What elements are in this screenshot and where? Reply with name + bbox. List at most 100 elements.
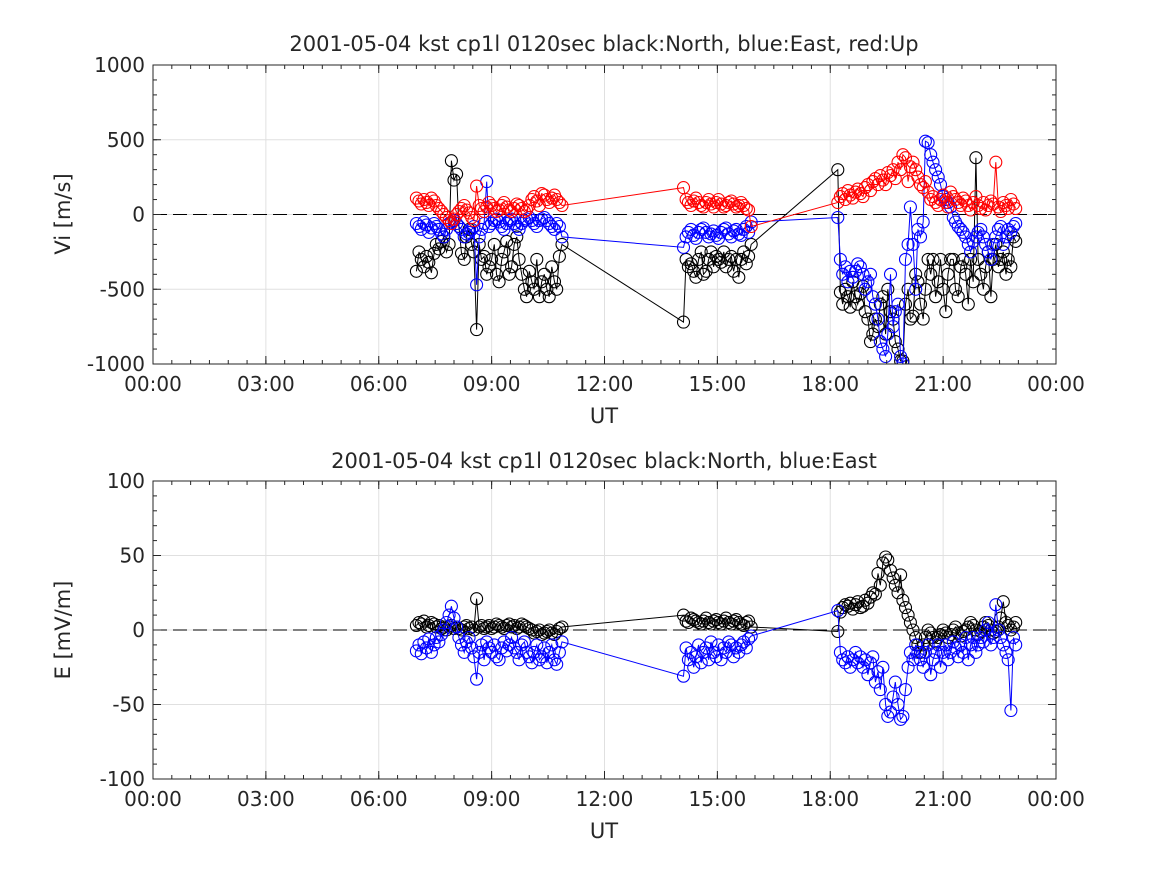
vi-north-point	[926, 252, 940, 266]
vi-up-point	[687, 194, 701, 208]
vi-north-point	[876, 290, 890, 304]
vi-up-point	[692, 195, 706, 210]
vi-east-point	[724, 230, 738, 244]
e-north-point	[984, 623, 998, 637]
e-x-tick-label: 00:00	[124, 787, 182, 811]
e-x-tick-label: 06:00	[350, 787, 408, 811]
vi-x-tick-label: 15:00	[689, 372, 747, 396]
e-east-point	[739, 641, 753, 655]
e-north-point	[906, 623, 920, 637]
e-north-point	[495, 620, 509, 634]
vi-north-point	[419, 249, 434, 263]
vi-east-point	[552, 219, 566, 234]
e-north-point	[931, 630, 945, 645]
vi-north-point	[676, 315, 691, 329]
e-north-point	[422, 618, 436, 633]
e-east-point	[676, 669, 691, 683]
vi-north-point	[450, 167, 464, 181]
vi-up-point	[896, 148, 910, 162]
e-east-point	[419, 641, 434, 655]
e-east-point	[555, 635, 569, 649]
vi-north-point	[734, 252, 748, 266]
vi-east-point	[886, 320, 900, 334]
vi-east-point	[472, 230, 486, 244]
vi-north-point	[694, 245, 708, 259]
vi-up-point	[500, 200, 514, 214]
e-north-point	[888, 578, 902, 592]
vi-up-point	[921, 185, 935, 199]
e-east-point	[530, 638, 544, 652]
e-chart-title: 2001-05-04 kst cp1l 0120sec black:North,…	[331, 449, 877, 473]
vi-x-tick-label: 09:00	[463, 372, 521, 396]
vi-up-point	[470, 179, 484, 193]
e-east-point	[480, 635, 494, 649]
e-north-point	[894, 568, 908, 582]
vi-east-point	[931, 170, 945, 184]
e-y-tick-label: 50	[120, 544, 145, 568]
vi-north-point	[974, 267, 988, 281]
vi-north-point	[470, 323, 484, 337]
vi-east-point	[991, 222, 1005, 236]
vi-up-point	[545, 191, 559, 205]
e-east-point	[1006, 630, 1021, 645]
e-east-point	[969, 645, 983, 659]
e-north-point	[996, 595, 1010, 609]
e-east-point	[517, 635, 531, 649]
vi-north-point	[956, 252, 970, 266]
vi-y-tick-label: -500	[100, 277, 145, 301]
e-east-point	[896, 709, 910, 723]
vi-east-point	[959, 230, 973, 244]
e-north-point	[470, 592, 484, 606]
vi-x-tick-label: 06:00	[350, 372, 408, 396]
vi-up-point	[916, 181, 930, 195]
e-east-point	[500, 644, 514, 658]
vi-north-point	[520, 290, 534, 304]
vi-north-point	[873, 297, 887, 311]
vi-east-point	[994, 219, 1008, 234]
e-north-point	[417, 614, 431, 628]
vi-east-line	[416, 140, 1017, 364]
vi-north-point	[480, 267, 494, 281]
e-north-point	[522, 621, 536, 636]
vi-east-point	[555, 230, 569, 244]
e-east-point	[876, 660, 890, 674]
vi-east-point	[470, 278, 484, 292]
vi-north-point	[489, 267, 504, 281]
e-north-point	[881, 553, 895, 567]
e-north-point	[439, 623, 454, 637]
vi-east-point	[863, 267, 878, 281]
vi-east-point	[848, 264, 863, 278]
vi-north-point	[689, 270, 703, 284]
vi-east-point	[704, 227, 718, 241]
vi-up-point	[909, 163, 923, 177]
e-tick-labels: 00:00 03:00 06:00 09:00 12:00 15:00 18:00 21:00…	[100, 469, 1085, 811]
vi-north-point	[492, 275, 506, 289]
e-east-point	[727, 650, 741, 664]
vi-up-point	[699, 195, 713, 210]
e-series-group	[409, 550, 1023, 726]
e-north-point	[540, 624, 554, 639]
vi-up-point	[911, 170, 925, 184]
vi-east-point	[981, 245, 995, 259]
vi-up-point	[951, 195, 965, 210]
vi-north-point	[954, 260, 968, 274]
e-east-point	[999, 645, 1013, 659]
vi-north-point	[550, 282, 564, 296]
e-east-point	[477, 653, 491, 667]
vi-east-point	[535, 212, 549, 226]
vi-north-point	[881, 282, 895, 296]
vi-axes-box	[152, 64, 1057, 365]
vi-up-point	[540, 192, 554, 207]
e-y-tick-label: 0	[132, 618, 145, 642]
vi-north-point	[999, 267, 1013, 281]
vi-east-point	[954, 222, 968, 236]
e-east-point	[918, 645, 932, 659]
vi-east-point	[550, 216, 564, 231]
e-y-tick-label: 100	[107, 469, 145, 493]
vi-north-point	[838, 282, 852, 296]
vi-x-tick-label: 21:00	[914, 372, 972, 396]
vi-up-point	[737, 198, 751, 213]
e-x-tick-label: 03:00	[237, 787, 295, 811]
vi-east-point	[846, 270, 860, 284]
e-east-point	[447, 611, 461, 625]
